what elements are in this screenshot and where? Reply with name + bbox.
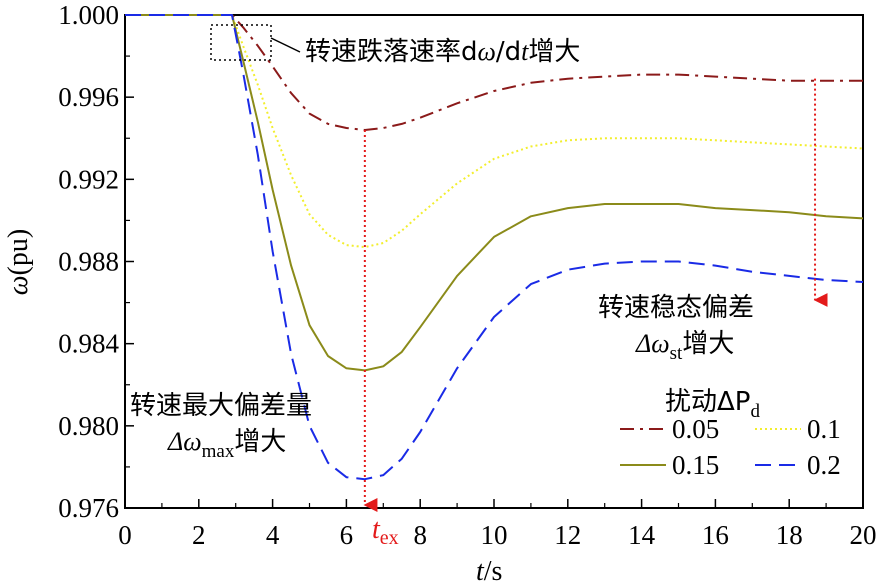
y-axis-title-var: ω (3, 275, 34, 295)
max-delta: Δω (167, 427, 202, 456)
x-tick-label: 10 (481, 520, 508, 550)
drop-rate-mid: /d (496, 37, 521, 67)
legend-label-4: 0.2 (807, 450, 841, 480)
legend: 扰动ΔPd 0.05 0.1 0.15 0.2 (620, 387, 841, 480)
x-tick-label: 8 (413, 520, 427, 550)
max-post: 增大 (234, 427, 286, 457)
marker-lines (363, 78, 828, 512)
x-tick-label: 4 (266, 520, 280, 550)
drop-rate-omega: ω (478, 37, 496, 66)
y-tick-label: 0.980 (58, 411, 119, 441)
legend-title-main: 扰动ΔP (665, 387, 750, 417)
series-line-1 (125, 14, 863, 131)
y-tick-label: 0.976 (58, 493, 119, 523)
axis-ticks (124, 14, 864, 509)
drop-rate-annotation: 转速跌落速率dω/dt增大 (305, 37, 580, 67)
x-axis-title: t/s (476, 556, 502, 585)
max-deviation-line2: Δωmax增大 (167, 427, 286, 462)
legend-label-2: 0.1 (807, 414, 841, 444)
x-tick-label: 16 (702, 520, 729, 550)
x-tick-label: 12 (554, 520, 581, 550)
x-tick-label: 6 (340, 520, 354, 550)
x-tick-label: 2 (192, 520, 206, 550)
axis-tick-labels: 0 2 4 6 8 10 12 14 16 18 20 0.976 0.980 0.984 0.988 0.9… (58, 0, 876, 550)
max-deviation-line1: 转速最大偏差量 (130, 391, 312, 421)
drop-rate-t: t (521, 37, 529, 66)
series-line-3 (125, 14, 864, 372)
y-axis-title: ω(pu) (3, 229, 34, 295)
series-lines (125, 14, 864, 481)
steady-delta: Δω (635, 329, 670, 358)
series-line-2 (125, 14, 864, 249)
y-axis-title-unit: (pu) (3, 229, 34, 276)
tex-sub: ex (380, 527, 399, 549)
tex-label: tex (372, 514, 399, 549)
steady-sub: st (670, 343, 683, 364)
drop-rate-post: 增大 (528, 37, 580, 67)
legend-title: 扰动ΔPd (665, 387, 760, 422)
y-tick-label: 0.992 (58, 164, 119, 194)
x-tick-label: 18 (776, 520, 803, 550)
drop-rate-box (210, 24, 272, 61)
steady-post: 增大 (682, 329, 734, 359)
x-tick-label: 14 (628, 520, 656, 550)
x-axis-title-unit: /s (484, 556, 503, 585)
x-tick-label: 0 (118, 520, 132, 550)
y-tick-label: 0.984 (58, 329, 119, 359)
y-tick-label: 0.996 (58, 82, 119, 112)
steady-deviation-line2: Δωst增大 (635, 329, 734, 364)
drop-rate-leader-line (270, 37, 301, 53)
steady-deviation-line1: 转速稳态偏差 (598, 293, 754, 323)
max-sub: max (202, 441, 235, 462)
legend-title-sub: d (750, 401, 760, 422)
drop-rate-pre: 转速跌落速率d (305, 37, 478, 67)
x-tick-label: 20 (850, 520, 877, 550)
tex-t: t (372, 514, 381, 545)
y-tick-label: 0.988 (58, 247, 119, 277)
legend-label-1: 0.05 (672, 414, 719, 444)
x-axis-title-var: t (476, 556, 485, 585)
series-line-4 (125, 14, 864, 481)
legend-label-3: 0.15 (672, 450, 719, 480)
y-tick-label: 1.000 (58, 0, 119, 30)
